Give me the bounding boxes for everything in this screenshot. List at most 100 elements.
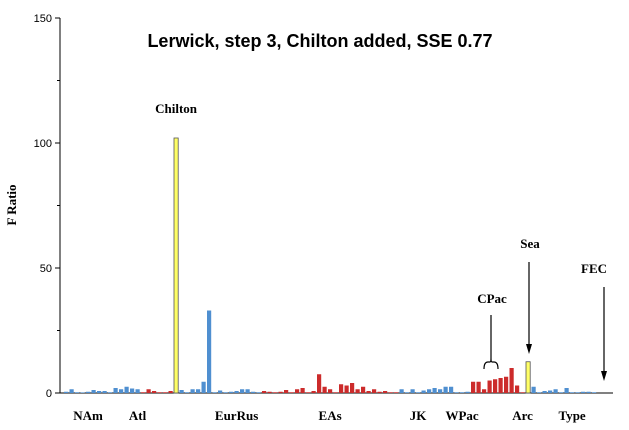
bar (394, 392, 399, 393)
bar (581, 391, 586, 393)
bar (229, 391, 234, 393)
bar (273, 392, 278, 393)
group-label: Type (558, 408, 585, 423)
bar (201, 381, 206, 393)
bar (251, 391, 256, 393)
bar (64, 391, 69, 393)
bar (355, 389, 360, 393)
bar (388, 392, 393, 393)
bar (91, 390, 96, 393)
bar (553, 389, 558, 393)
bar (218, 390, 223, 393)
y-tick-label: 100 (34, 138, 52, 150)
bar (157, 392, 162, 393)
bar (75, 392, 80, 393)
bar (212, 392, 217, 393)
bar (339, 384, 344, 393)
annotation-label: CPac (477, 291, 507, 306)
bars (64, 137, 597, 394)
bar (135, 389, 140, 393)
bar (344, 385, 349, 393)
y-axis-label: F Ratio (4, 184, 19, 225)
bar (173, 137, 179, 394)
annotation-label: FEC (581, 261, 607, 276)
group-label: Atl (129, 408, 147, 423)
bar (80, 392, 85, 393)
bar (421, 390, 426, 393)
bar (465, 391, 470, 393)
bar (350, 383, 355, 393)
annotation-label: Sea (520, 236, 540, 251)
bar (471, 381, 476, 393)
bar (454, 392, 459, 393)
bar (295, 389, 300, 393)
bar (438, 389, 443, 393)
bar (256, 392, 261, 393)
group-label: EAs (319, 408, 342, 423)
bar (86, 391, 91, 393)
bar (449, 386, 454, 393)
bar (427, 389, 432, 393)
group-label: EurRus (215, 408, 258, 423)
group-label: WPac (445, 408, 478, 423)
bar (245, 389, 250, 393)
bar (267, 391, 272, 393)
bar (504, 376, 509, 393)
bar (482, 389, 487, 393)
y-tick-label: 0 (46, 388, 52, 400)
bar (262, 391, 267, 393)
bar (575, 392, 580, 393)
bar (564, 388, 569, 393)
bar (493, 379, 498, 393)
bar (525, 361, 531, 394)
bar (146, 389, 151, 393)
group-label: NAm (73, 408, 103, 423)
y-ticks: 0 50 100 150 (34, 13, 60, 400)
annotations: Chilton CPac Sea FEC (155, 101, 607, 381)
bar (515, 385, 520, 393)
bar (289, 392, 294, 393)
bar (141, 392, 146, 393)
annotation-label: Chilton (155, 101, 198, 116)
bar (207, 310, 212, 393)
bar (124, 386, 129, 393)
bar (405, 392, 410, 393)
bar (317, 374, 322, 393)
group-label: JK (410, 408, 428, 423)
bar (240, 389, 245, 393)
bar (108, 392, 113, 393)
chart-title: Lerwick, step 3, Chilton added, SSE 0.77 (147, 31, 492, 51)
bar (119, 389, 124, 393)
bar (113, 388, 118, 393)
bar (185, 392, 190, 393)
bar (102, 391, 107, 393)
bar (548, 390, 553, 393)
bar (443, 386, 448, 393)
bar (179, 390, 184, 393)
bar (333, 392, 338, 393)
bar (509, 368, 514, 393)
bar (223, 392, 228, 393)
bar (570, 392, 575, 393)
bar (487, 380, 492, 393)
bar (377, 391, 382, 393)
bar (383, 391, 388, 393)
annotation-brace (483, 357, 499, 370)
bar (460, 392, 465, 393)
bar (234, 391, 239, 393)
bar (69, 389, 74, 393)
bar (163, 392, 168, 393)
bar (130, 388, 135, 393)
group-label: Arc (512, 408, 533, 423)
bar (520, 392, 525, 393)
bar (311, 391, 316, 393)
bar (196, 389, 201, 393)
bar (476, 381, 481, 393)
group-labels: NAm Atl EurRus EAs JK WPac Arc Type (73, 408, 586, 423)
bar (328, 389, 333, 393)
bar (278, 391, 283, 393)
bar (542, 391, 547, 393)
bar (498, 378, 503, 393)
y-tick-label: 150 (34, 13, 52, 25)
